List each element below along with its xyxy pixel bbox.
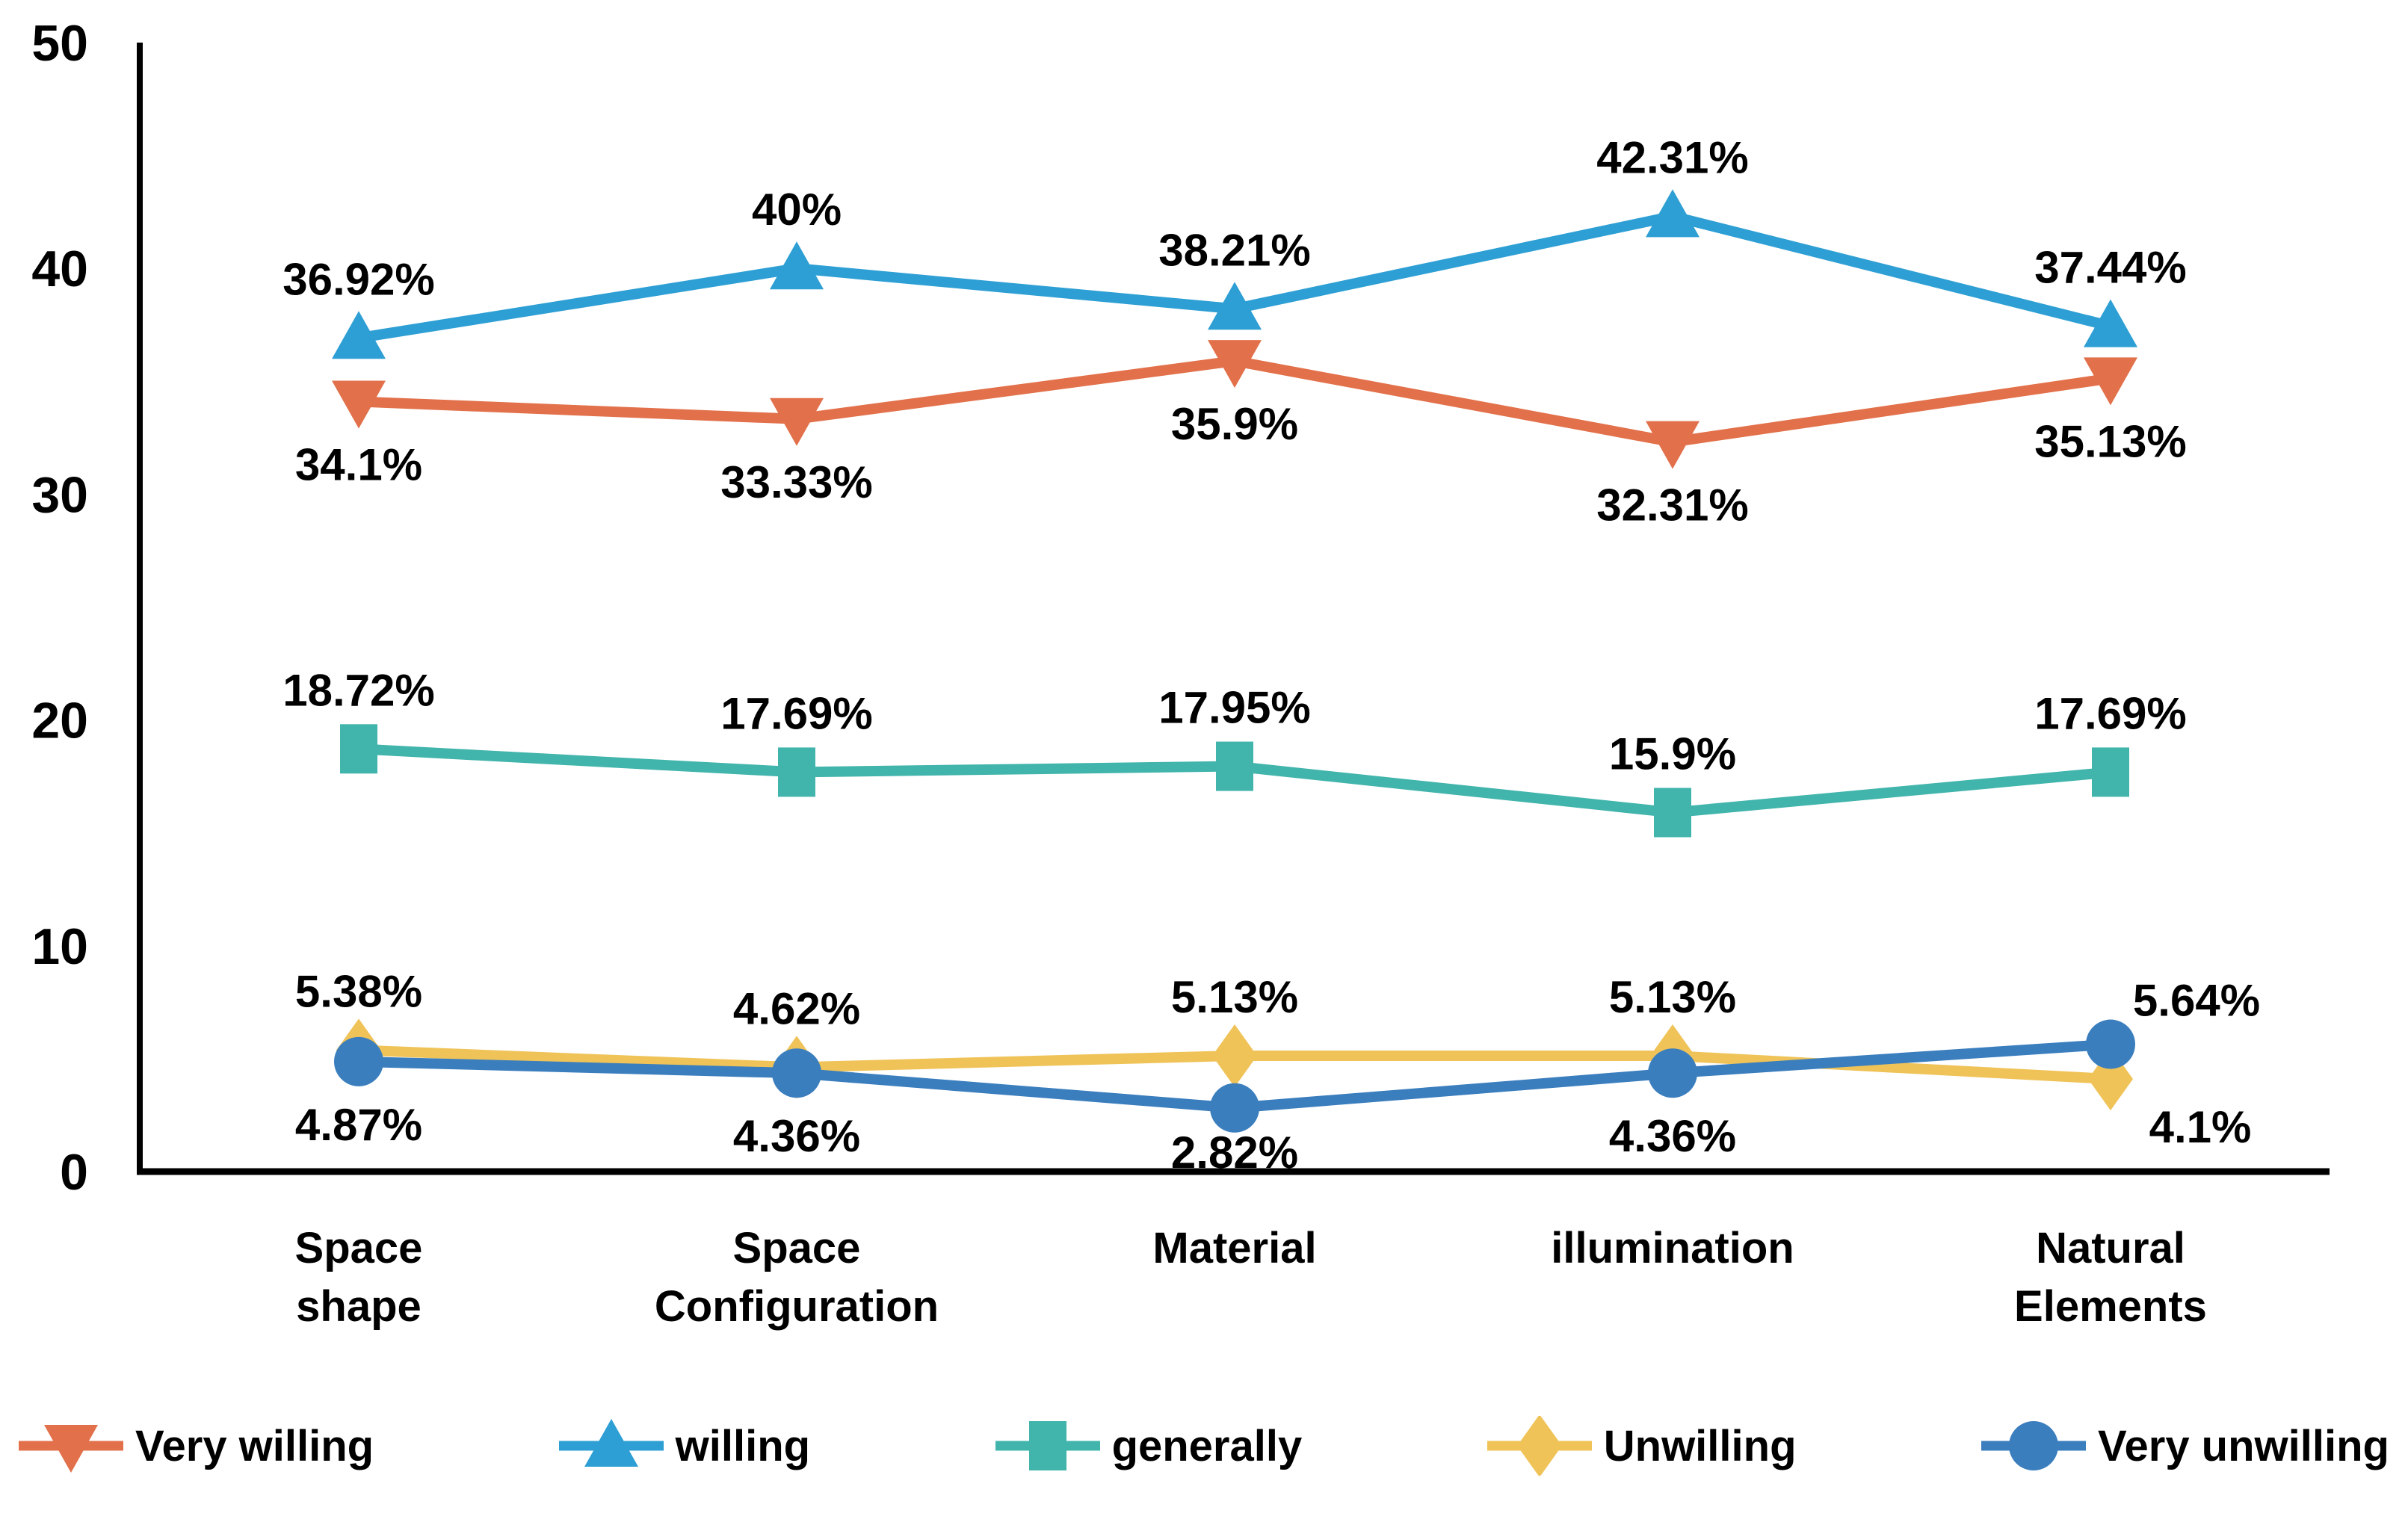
willing-marker bbox=[1646, 189, 1700, 238]
unwilling-marker-icon bbox=[1487, 1416, 1592, 1476]
y-tick-label-10: 10 bbox=[31, 918, 88, 975]
generally-marker bbox=[1216, 741, 1253, 791]
generally-marker-icon bbox=[995, 1416, 1100, 1476]
willing-marker bbox=[770, 241, 824, 290]
series-very-unwilling: 4.87% 4.36% 2.82% 4.36% 5.64% bbox=[295, 976, 2260, 1178]
legend-label-generally: generally bbox=[1111, 1421, 1303, 1470]
y-tick-label-30: 30 bbox=[31, 466, 88, 523]
data-label-very-willing-2: 35.9% bbox=[1171, 399, 1298, 449]
x-category-label-natural-elements: Natural Elements bbox=[2014, 1224, 2207, 1331]
data-label-willing-0: 36.92% bbox=[283, 254, 435, 304]
legend-generally-glyph bbox=[1028, 1421, 1066, 1470]
data-label-unwilling-1: 4.62% bbox=[733, 983, 860, 1033]
data-label-very-unwilling-0: 4.87% bbox=[295, 1100, 422, 1150]
data-label-very-willing-3: 32.31% bbox=[1596, 480, 1749, 530]
legend-item-willing: willing bbox=[558, 1416, 811, 1476]
data-label-generally-3: 15.9% bbox=[1609, 729, 1736, 779]
legend-item-generally: generally bbox=[995, 1416, 1303, 1476]
very-willing-marker bbox=[1208, 340, 1262, 389]
very-willing-marker bbox=[2084, 357, 2137, 406]
very-willing-marker bbox=[1646, 421, 1700, 469]
data-label-willing-1: 40% bbox=[752, 185, 842, 235]
very-unwilling-marker bbox=[1648, 1048, 1697, 1098]
x-category-label-illumination: illumination bbox=[1551, 1224, 1794, 1272]
x-category-label-material: Material bbox=[1152, 1224, 1316, 1272]
data-label-unwilling-3: 5.13% bbox=[1609, 972, 1736, 1022]
generally-marker bbox=[778, 747, 815, 797]
willing-marker bbox=[2084, 299, 2137, 347]
willing-marker bbox=[1208, 282, 1262, 330]
data-label-very-willing-1: 33.33% bbox=[720, 457, 873, 507]
legend-willing-glyph bbox=[584, 1419, 638, 1467]
y-tick-label-50: 50 bbox=[31, 15, 88, 72]
legend-label-very-unwilling: Very unwilling bbox=[2098, 1421, 2389, 1470]
data-label-very-willing-0: 34.1% bbox=[295, 439, 422, 489]
y-tick-label-20: 20 bbox=[31, 693, 88, 749]
data-label-willing-2: 38.21% bbox=[1158, 225, 1311, 275]
data-label-very-unwilling-4: 5.64% bbox=[2133, 976, 2260, 1026]
data-label-very-unwilling-3: 4.36% bbox=[1609, 1111, 1736, 1161]
very-unwilling-marker-icon bbox=[1981, 1416, 2086, 1476]
legend-item-very-unwilling: Very unwilling bbox=[1981, 1416, 2389, 1476]
legend-very-unwilling-glyph bbox=[2009, 1421, 2058, 1470]
legend-label-unwilling: Unwilling bbox=[1603, 1421, 1797, 1470]
data-label-generally-0: 18.72% bbox=[283, 665, 435, 715]
data-label-very-unwilling-1: 4.36% bbox=[733, 1111, 860, 1161]
legend-label-willing: willing bbox=[675, 1421, 811, 1470]
very-willing-marker bbox=[332, 380, 386, 429]
very-willing-marker bbox=[770, 398, 824, 446]
generally-marker bbox=[340, 724, 377, 774]
data-label-unwilling-2: 5.13% bbox=[1171, 972, 1298, 1022]
willing-marker-icon bbox=[558, 1416, 664, 1476]
legend-item-very-willing: Very willing bbox=[19, 1416, 374, 1476]
data-label-very-willing-4: 35.13% bbox=[2034, 416, 2187, 466]
data-label-generally-2: 17.95% bbox=[1158, 683, 1311, 733]
unwilling-marker bbox=[1212, 1024, 1257, 1087]
data-label-unwilling-0: 5.38% bbox=[295, 966, 422, 1016]
legend-item-unwilling: Unwilling bbox=[1487, 1416, 1797, 1476]
very-unwilling-marker bbox=[334, 1036, 383, 1086]
willing-marker bbox=[332, 311, 386, 359]
series-willing: 36.92% 40% 38.21% 42.31% 37.44% bbox=[283, 132, 2187, 359]
data-label-unwilling-4: 4.1% bbox=[2149, 1102, 2252, 1152]
very-unwilling-marker bbox=[2086, 1019, 2135, 1069]
x-category-label-space-configuration: Space Configuration bbox=[655, 1224, 939, 1331]
y-tick-label-40: 40 bbox=[31, 241, 88, 297]
legend-label-very-willing: Very willing bbox=[135, 1421, 374, 1470]
data-label-generally-4: 17.69% bbox=[2034, 688, 2187, 738]
legend-very-willing-glyph bbox=[44, 1425, 98, 1473]
generally-marker bbox=[1654, 788, 1691, 838]
series-generally: 18.72% 17.69% 17.95% 15.9% 17.69% bbox=[283, 665, 2187, 838]
very-willing-marker-icon bbox=[19, 1416, 123, 1476]
legend-unwilling-glyph bbox=[1516, 1416, 1562, 1476]
y-tick-label-0: 0 bbox=[60, 1144, 88, 1201]
data-label-willing-3: 42.31% bbox=[1596, 132, 1749, 182]
data-label-willing-4: 37.44% bbox=[2034, 243, 2187, 293]
series-very-willing: 34.1% 33.33% 35.9% 32.31% 35.13% bbox=[295, 340, 2187, 530]
very-unwilling-marker bbox=[1210, 1083, 1259, 1133]
x-category-label-space-shape: Space shape bbox=[295, 1224, 423, 1331]
generally-marker bbox=[2092, 747, 2129, 797]
data-label-generally-1: 17.69% bbox=[720, 688, 873, 738]
very-unwilling-marker bbox=[772, 1048, 821, 1098]
legend: Very willing willing generally Unwilling… bbox=[19, 1405, 2389, 1487]
data-label-very-unwilling-2: 2.82% bbox=[1171, 1127, 1298, 1178]
